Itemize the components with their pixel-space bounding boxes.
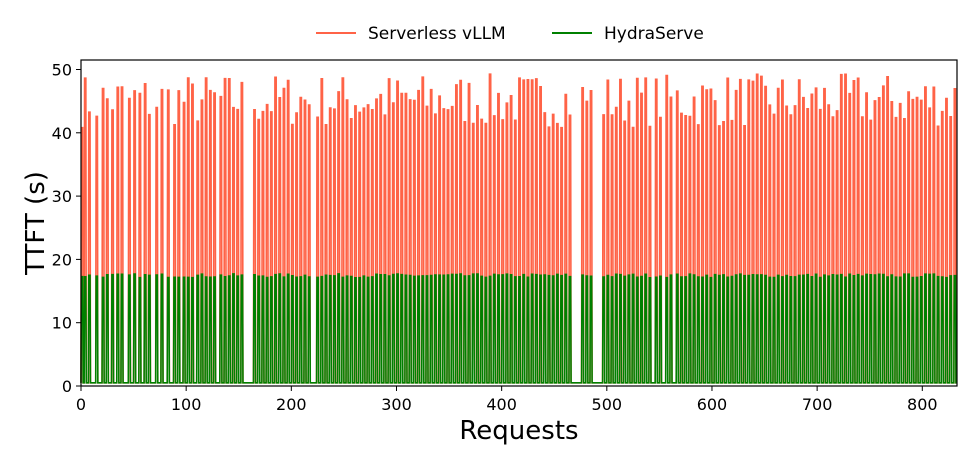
- x-axis-title: Requests: [459, 416, 578, 446]
- y-tick-label: 50: [52, 60, 72, 79]
- x-tick-label: 0: [76, 395, 86, 414]
- x-tick-label: 500: [592, 395, 623, 414]
- x-tick-label: 200: [276, 395, 307, 414]
- x-tick-label: 800: [907, 395, 938, 414]
- x-axis: 0 100 200 300 400 500 600 700 800: [76, 386, 938, 414]
- y-tick-label: 10: [52, 314, 72, 333]
- x-tick-label: 600: [697, 395, 728, 414]
- legend-label-1: HydraServe: [604, 24, 704, 44]
- x-tick-label: 300: [381, 395, 412, 414]
- legend: Serverless vLLM HydraServe: [316, 24, 704, 44]
- y-tick-label: 40: [52, 124, 72, 143]
- plot-area: [80, 73, 957, 384]
- series-line-1: [80, 273, 957, 384]
- plot-frame: [80, 59, 958, 387]
- y-tick-label: 0: [62, 377, 72, 396]
- y-axis-title: TTFT (s): [21, 171, 51, 276]
- y-tick-label: 30: [52, 187, 72, 206]
- x-tick-label: 400: [486, 395, 517, 414]
- y-axis: 0 10 20 30 40 50: [52, 60, 81, 396]
- x-tick-label: 700: [802, 395, 833, 414]
- legend-label-0: Serverless vLLM: [368, 24, 506, 44]
- y-tick-label: 20: [52, 250, 72, 269]
- x-tick-label: 100: [171, 395, 202, 414]
